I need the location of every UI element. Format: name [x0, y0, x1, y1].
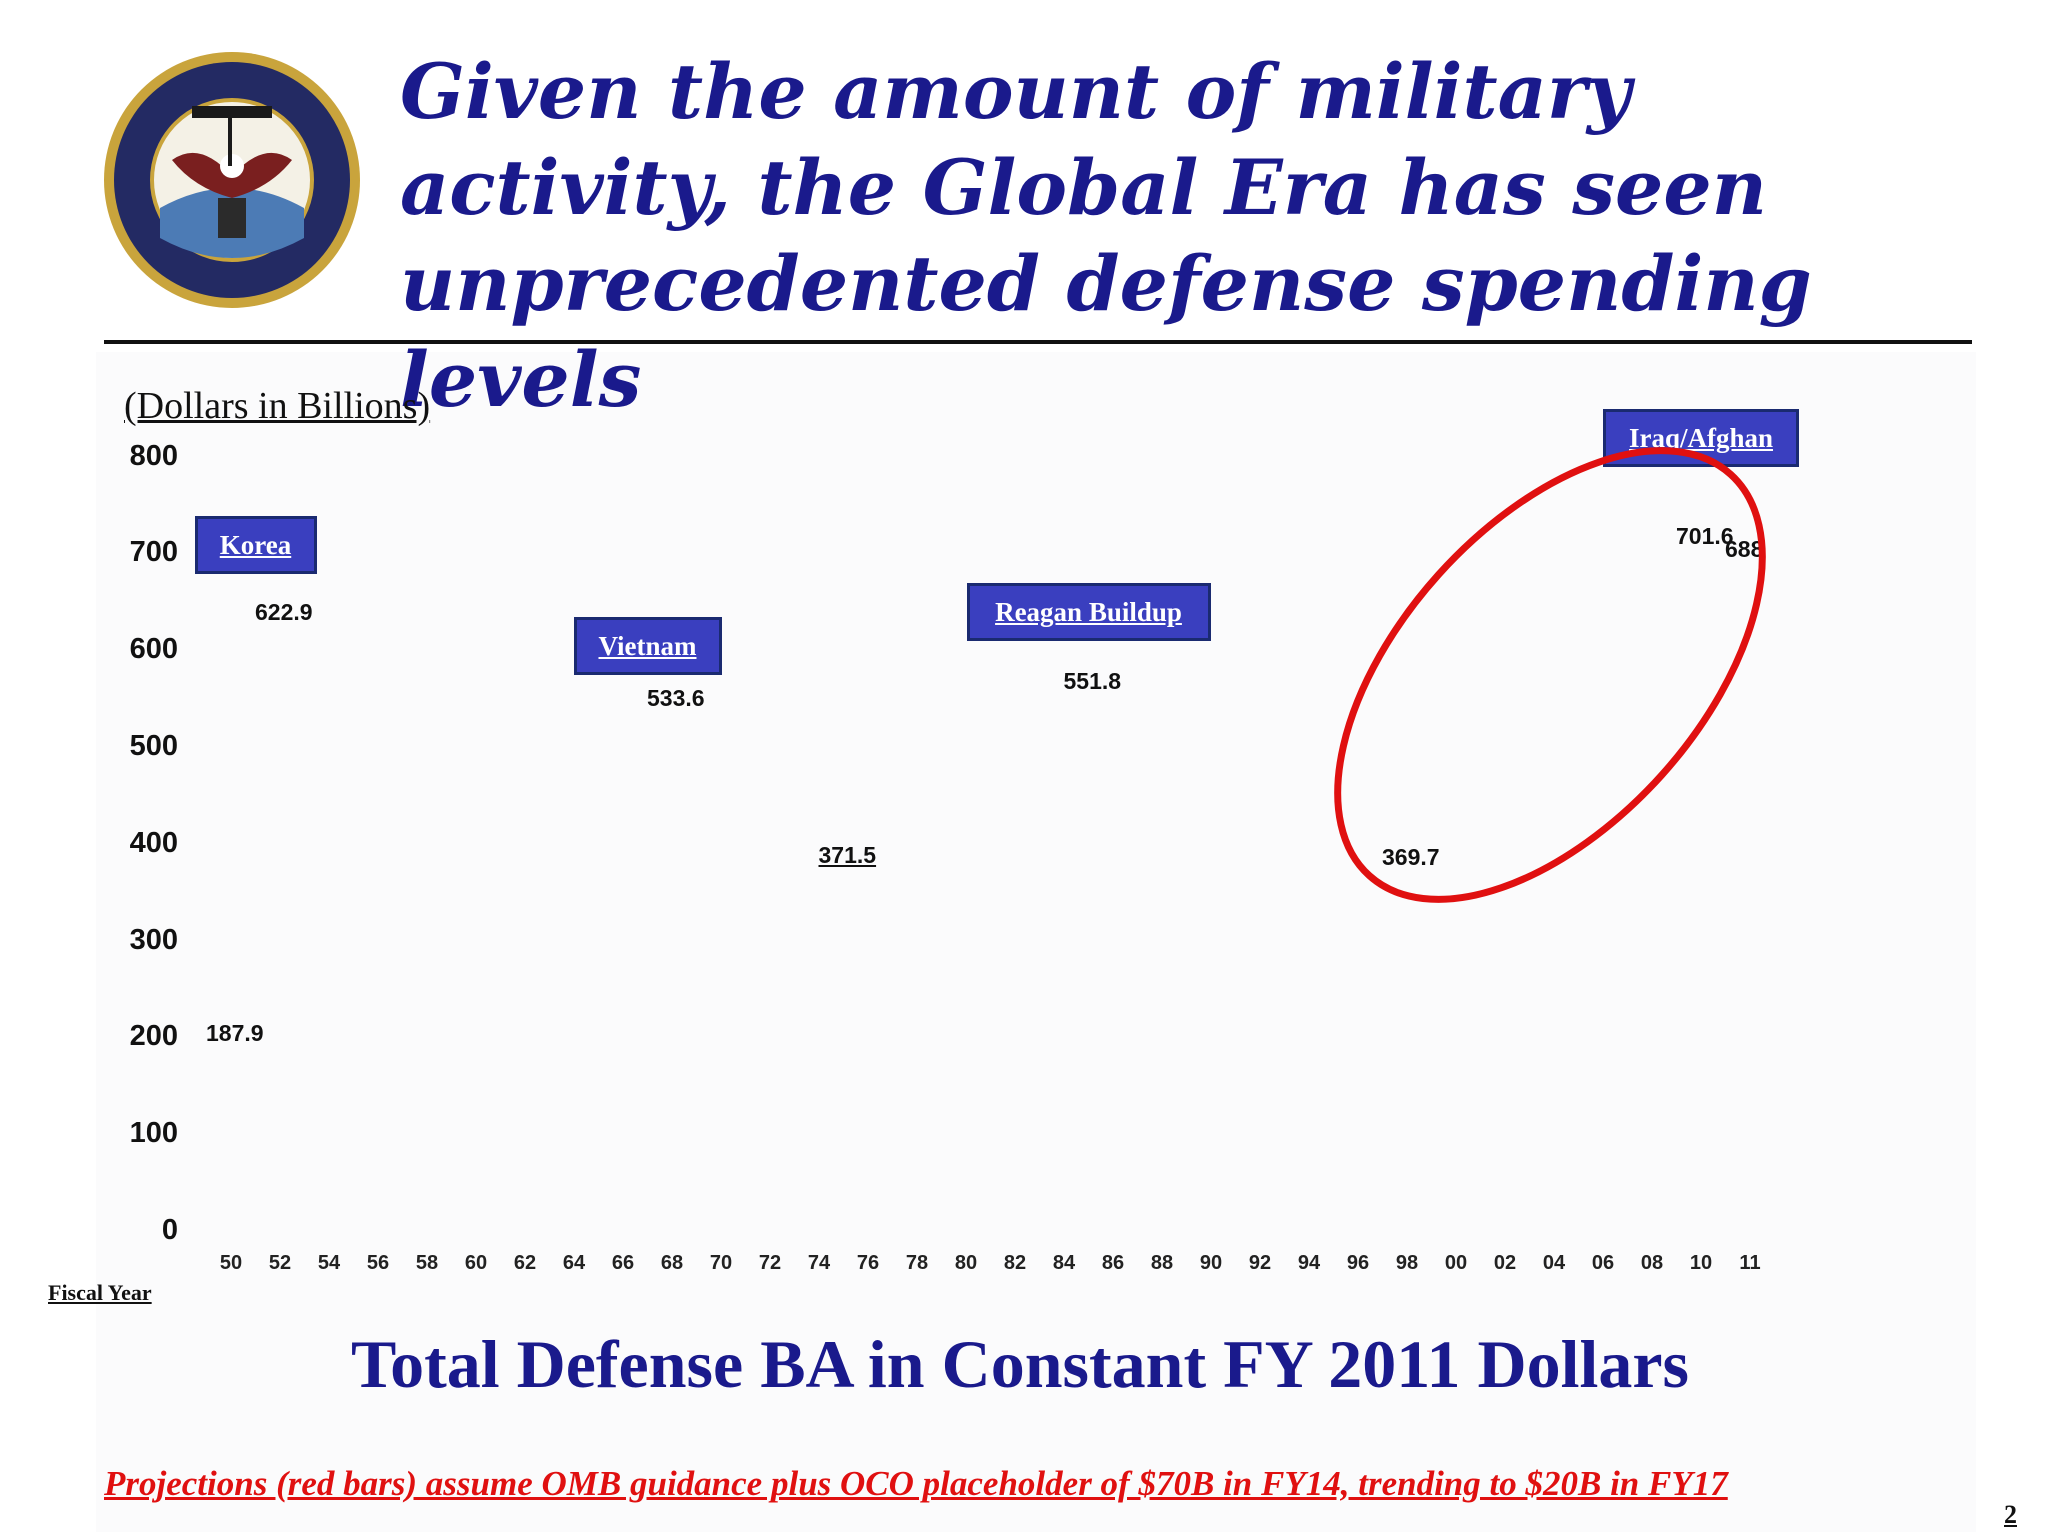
x-tick-label: 64	[562, 1252, 586, 1274]
x-tick-label: 06	[1591, 1252, 1615, 1274]
x-tick-label: 04	[1542, 1252, 1566, 1274]
data-label: 622.9	[255, 599, 313, 626]
y-tick-label: 200	[129, 1020, 178, 1053]
x-tick-label: 88	[1150, 1252, 1174, 1274]
x-tick-label: 50	[219, 1252, 243, 1274]
x-tick-label: 76	[856, 1252, 880, 1274]
y-tick-label: 700	[129, 536, 178, 569]
x-tick-label: 52	[268, 1252, 292, 1274]
data-label: 688	[1725, 536, 1764, 563]
x-tick-label: 82	[1003, 1252, 1027, 1274]
x-tick-label: 84	[1052, 1252, 1076, 1274]
data-label: 701.6	[1676, 522, 1734, 549]
x-tick-label: 74	[807, 1252, 831, 1274]
navy-seal-logo	[104, 52, 360, 308]
x-tick-label: 00	[1444, 1252, 1468, 1274]
x-tick-label: 80	[954, 1252, 978, 1274]
y-tick-label: 400	[129, 826, 178, 859]
y-tick-label: 300	[129, 923, 178, 956]
footnote: Projections (red bars) assume OMB guidan…	[104, 1464, 1728, 1503]
era-annotation-box: Korea	[194, 515, 317, 574]
x-tick-label: 54	[317, 1252, 341, 1274]
y-axis-units-label: (Dollars in Billions)	[124, 385, 431, 427]
x-tick-label: 11	[1739, 1252, 1761, 1274]
chart-title: Total Defense BA in Constant FY 2011 Dol…	[350, 1326, 1690, 1402]
x-tick-label: 68	[660, 1252, 684, 1274]
x-tick-label: 94	[1297, 1252, 1321, 1274]
data-label: 533.6	[647, 685, 705, 712]
data-label: 369.7	[1382, 844, 1440, 871]
x-tick-label: 10	[1689, 1252, 1713, 1274]
x-tick-label: 92	[1248, 1252, 1272, 1274]
era-annotation-box: Reagan Buildup	[966, 583, 1211, 642]
x-tick-label: 62	[513, 1252, 537, 1274]
x-tick-label: 90	[1199, 1252, 1223, 1274]
page-number: 2	[2004, 1500, 2017, 1529]
x-tick-label: 78	[905, 1252, 929, 1274]
x-tick-label: 08	[1640, 1252, 1664, 1274]
x-tick-label: 02	[1493, 1252, 1517, 1274]
x-tick-label: 60	[464, 1252, 488, 1274]
data-label: 187.9	[206, 1020, 264, 1047]
data-label: 551.8	[1063, 667, 1122, 694]
y-tick-label: 100	[129, 1117, 178, 1150]
data-label: 371.5	[818, 842, 877, 869]
y-tick-label: 600	[129, 633, 178, 666]
y-tick-label: 500	[129, 730, 178, 762]
x-tick-label: 72	[758, 1252, 782, 1274]
y-tick-label: 0	[161, 1214, 178, 1246]
y-tick-label: 800	[129, 439, 178, 472]
slide-background	[96, 352, 1976, 1532]
x-tick-label: 96	[1346, 1252, 1370, 1274]
era-annotation-box: Vietnam	[573, 617, 722, 676]
x-axis-label: Fiscal Year	[48, 1280, 152, 1305]
x-tick-label: 56	[366, 1252, 390, 1274]
x-tick-label: 66	[611, 1252, 635, 1274]
era-annotation-box: Iraq/Afghan	[1603, 409, 1799, 468]
x-tick-label: 98	[1395, 1252, 1419, 1274]
title-divider	[104, 340, 1972, 344]
x-tick-label: 86	[1101, 1252, 1125, 1274]
x-tick-label: 70	[709, 1252, 733, 1274]
slide-title: Given the amount of military activity, t…	[400, 47, 1812, 424]
x-tick-label: 58	[415, 1252, 439, 1274]
highlight-ellipse	[1334, 447, 1766, 903]
